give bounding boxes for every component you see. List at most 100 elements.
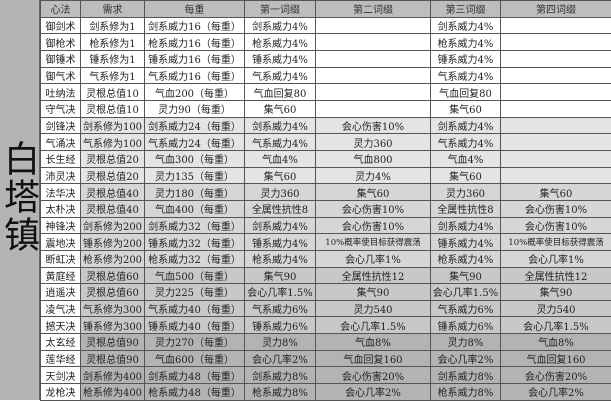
header-affix-4: 第四词缀 (501, 1, 611, 18)
cell-technique: 逍遥决 (41, 284, 81, 301)
cell-affix-3: 枪系威力4% (431, 34, 501, 51)
cell-affix-1: 气血4% (245, 150, 316, 167)
cell-requirement: 气系修为300 (81, 300, 145, 317)
cell-affix-1: 灵力8% (245, 334, 316, 351)
cell-technique: 龙枪决 (41, 384, 81, 401)
cell-affix-4: 灵力540 (501, 300, 611, 317)
cell-affix-2 (316, 34, 431, 51)
cell-technique: 御锤术 (41, 50, 81, 67)
cell-affix-1: 气系威力6% (245, 300, 316, 317)
cell-requirement: 枪系修为400 (81, 384, 145, 401)
cell-affix-2: 会心几率1.5% (316, 317, 431, 334)
cell-affix-2 (316, 100, 431, 117)
cell-affix-3: 集气90 (431, 267, 501, 284)
cell-requirement: 气系修为100 (81, 134, 145, 151)
cell-technique: 太玄经 (41, 334, 81, 351)
cell-affix-2: 会心伤害10% (316, 117, 431, 134)
cell-technique: 太朴决 (41, 200, 81, 217)
cell-affix-2 (316, 67, 431, 84)
cell-technique: 沛灵决 (41, 167, 81, 184)
cell-affix-2: 灵力360 (316, 134, 431, 151)
cell-requirement: 剑系修为200 (81, 217, 145, 234)
cell-affix-1: 枪系威力8% (245, 384, 316, 401)
header-affix-2: 第二词缀 (316, 1, 431, 18)
cell-affix-2: 会心几率2% (316, 384, 431, 401)
cell-affix-1: 气系威力4% (245, 134, 316, 151)
cell-requirement: 灵根总值20 (81, 150, 145, 167)
cell-technique: 御剑术 (41, 17, 81, 34)
cell-affix-2: 集气60 (316, 184, 431, 201)
cell-affix-4: 会心伤害20% (501, 367, 611, 384)
cell-affix-3: 灵力360 (431, 184, 501, 201)
cell-affix-1: 气血回复80 (245, 84, 316, 101)
cell-per-level: 剑系威力32（每重） (145, 217, 245, 234)
cell-affix-1: 灵力360 (245, 184, 316, 201)
cell-affix-1: 枪系威力4% (245, 250, 316, 267)
cell-affix-3: 气血回复80 (431, 84, 501, 101)
cell-affix-3: 气血4% (431, 150, 501, 167)
cell-affix-4: 会心伤害10% (501, 217, 611, 234)
cell-affix-1: 锤系威力6% (245, 317, 316, 334)
header-requirement: 需求 (81, 1, 145, 18)
cell-technique: 御枪术 (41, 34, 81, 51)
header-per-level: 每重 (145, 1, 245, 18)
cell-affix-3: 气系威力4% (431, 67, 501, 84)
header-affix-1: 第一词缀 (245, 1, 316, 18)
cell-affix-2 (316, 84, 431, 101)
cell-requirement: 剑系修为400 (81, 367, 145, 384)
cell-affix-1: 会心几率2% (245, 350, 316, 367)
cell-technique: 断虹决 (41, 250, 81, 267)
cell-affix-3: 会心几率1.5% (431, 284, 501, 301)
cell-requirement: 枪系修为1 (81, 34, 145, 51)
cell-requirement: 锤系修为200 (81, 234, 145, 251)
cell-affix-3: 剑系威力4% (431, 217, 501, 234)
cell-technique: 神锋决 (41, 217, 81, 234)
cell-affix-3: 剑系威力8% (431, 367, 501, 384)
cell-affix-1: 剑系威力4% (245, 217, 316, 234)
table-header-row: 心法需求每重第一词缀第二词缀第三词缀第四词缀 (41, 1, 611, 18)
cell-requirement: 锤系修为1 (81, 50, 145, 67)
cell-per-level: 剑系威力16（每重） (145, 17, 245, 34)
cell-technique: 凌气决 (41, 300, 81, 317)
cell-affix-4: 集气60 (501, 184, 611, 201)
cell-affix-1: 集气90 (245, 267, 316, 284)
cell-per-level: 枪系威力16（每重） (145, 34, 245, 51)
cell-affix-3: 锤系威力4% (431, 50, 501, 67)
cell-requirement: 灵根总值10 (81, 100, 145, 117)
cell-affix-1: 集气60 (245, 100, 316, 117)
cell-technique: 气涌决 (41, 134, 81, 151)
cell-affix-3: 气系威力6% (431, 300, 501, 317)
cell-per-level: 气血500（每重） (145, 267, 245, 284)
cell-requirement: 灵根总值40 (81, 200, 145, 217)
region-label: 白塔镇 (0, 140, 40, 254)
cell-affix-1: 剑系威力4% (245, 17, 316, 34)
cell-per-level: 剑系威力24（每重） (145, 117, 245, 134)
cell-technique: 长生经 (41, 150, 81, 167)
cell-affix-3: 枪系威力4% (431, 250, 501, 267)
cell-affix-2: 会心伤害20% (316, 367, 431, 384)
cell-requirement: 灵根总值60 (81, 284, 145, 301)
cell-affix-3: 全属性抗性8 (431, 200, 501, 217)
cell-affix-1: 气系威力4% (245, 67, 316, 84)
cell-technique: 守气决 (41, 100, 81, 117)
cell-affix-1: 枪系威力4% (245, 34, 316, 51)
cell-affix-4 (501, 117, 611, 134)
cell-per-level: 气血400（每重） (145, 200, 245, 217)
cell-affix-2: 会心伤害10% (316, 200, 431, 217)
cell-affix-1: 集气60 (245, 167, 316, 184)
cell-technique: 吐纳法 (41, 84, 81, 101)
